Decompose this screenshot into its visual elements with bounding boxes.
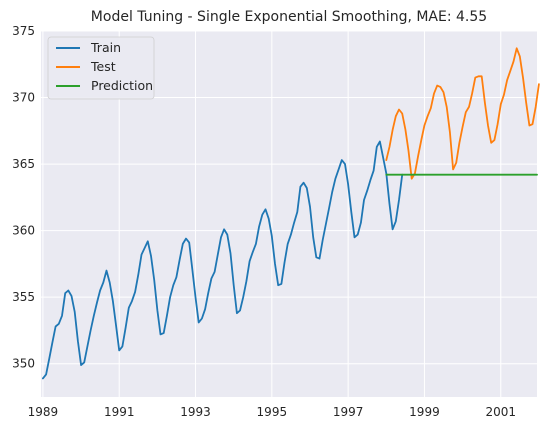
x-tick-label: 1993 xyxy=(180,405,211,419)
legend: Train Test Prediction xyxy=(47,36,155,100)
y-tick-label: 355 xyxy=(12,290,35,304)
series-layer xyxy=(42,47,540,380)
x-tick-label: 1999 xyxy=(409,405,440,419)
legend-label-train: Train xyxy=(90,40,121,55)
ticks: 1989 1991 1993 1995 1997 1999 2001 350 355 360 365… xyxy=(12,24,516,419)
x-tick-label: 2001 xyxy=(485,405,516,419)
legend-label-prediction: Prediction xyxy=(91,78,153,93)
series-line-train xyxy=(42,140,404,380)
series-line-test xyxy=(385,47,540,180)
grid xyxy=(41,30,537,397)
y-tick-label: 365 xyxy=(12,157,35,171)
legend-box xyxy=(47,36,155,100)
y-tick-label: 375 xyxy=(12,24,35,38)
x-tick-label: 1997 xyxy=(333,405,364,419)
x-tick-label: 1991 xyxy=(104,405,135,419)
legend-label-test: Test xyxy=(90,59,116,74)
y-tick-label: 370 xyxy=(12,91,35,105)
y-tick-label: 360 xyxy=(12,224,35,238)
chart-title: Model Tuning - Single Exponential Smooth… xyxy=(91,9,487,25)
x-tick-label: 1989 xyxy=(28,405,59,419)
y-tick-label: 350 xyxy=(12,357,35,371)
x-tick-label: 1995 xyxy=(257,405,288,419)
